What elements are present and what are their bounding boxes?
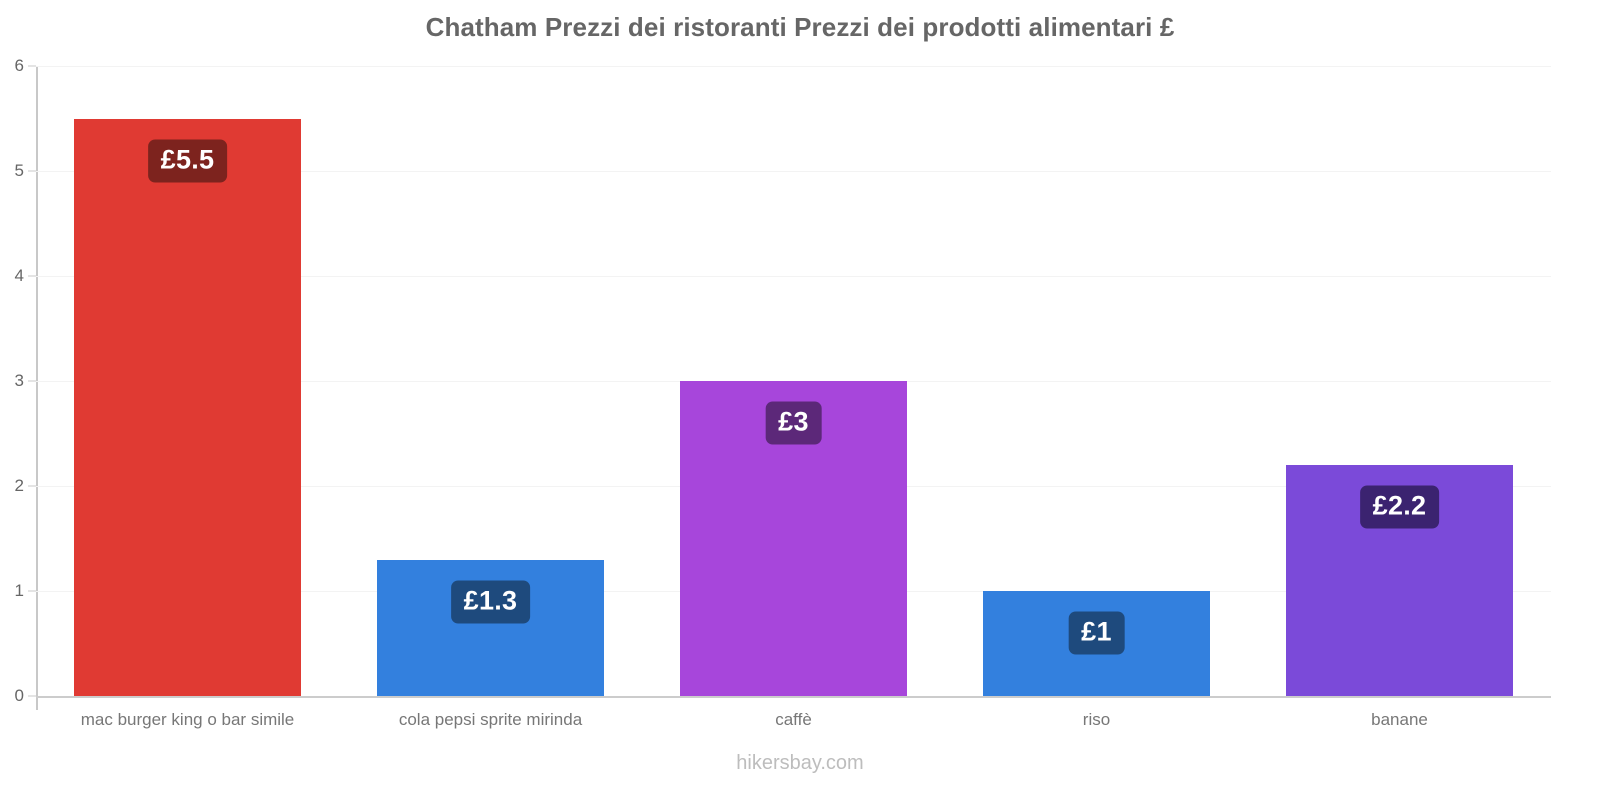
y-axis-tick-label: 5 <box>14 161 24 180</box>
y-axis-tick-label: 3 <box>14 371 24 390</box>
x-axis-category-label: mac burger king o bar simile <box>80 710 295 729</box>
gridline <box>36 696 1551 698</box>
y-axis-tick-mark <box>28 275 36 277</box>
y-axis-tick-label: 0 <box>14 686 24 705</box>
x-axis-category-label: cola pepsi sprite mirinda <box>398 710 583 729</box>
plot-area: £5.5 £1.3 £3 £1 £2.2 <box>36 66 1551 698</box>
x-axis-category-label: caffè <box>775 710 812 729</box>
y-axis-tick-label: 2 <box>14 476 24 495</box>
y-axis-tick-label: 1 <box>14 581 24 600</box>
bar-value-label: £1.3 <box>450 580 531 623</box>
bar-series: £5.5 £1.3 £3 £1 £2.2 <box>36 66 1551 696</box>
y-axis-tick-mark <box>28 380 36 382</box>
y-axis-tick-mark <box>28 695 36 697</box>
y-axis-tick-label: 4 <box>14 266 24 285</box>
bar-value-label: £5.5 <box>147 139 228 182</box>
bar-value-label: £1 <box>1068 611 1125 655</box>
y-axis-tick-mark <box>28 485 36 487</box>
y-axis-tick-label: 6 <box>14 56 24 75</box>
y-axis-line <box>36 66 38 710</box>
y-axis-tick-mark <box>28 65 36 67</box>
x-axis-category-label: riso <box>1082 710 1111 729</box>
x-axis-category-label: banane <box>1371 710 1428 729</box>
bar-value-label: £2.2 <box>1359 485 1440 529</box>
y-axis-tick-mark <box>28 590 36 592</box>
page-title: Chatham Prezzi dei ristoranti Prezzi dei… <box>425 12 1175 42</box>
bar[interactable] <box>73 118 302 696</box>
y-axis-tick-labels: 0 1 2 3 4 5 6 <box>0 0 36 800</box>
footer-source: hikersbay.com <box>736 752 864 774</box>
bar-value-label: £3 <box>765 401 822 445</box>
y-axis-tick-mark <box>28 170 36 172</box>
x-axis-category-labels: mac burger king o bar simile cola pepsi s… <box>36 710 1551 744</box>
